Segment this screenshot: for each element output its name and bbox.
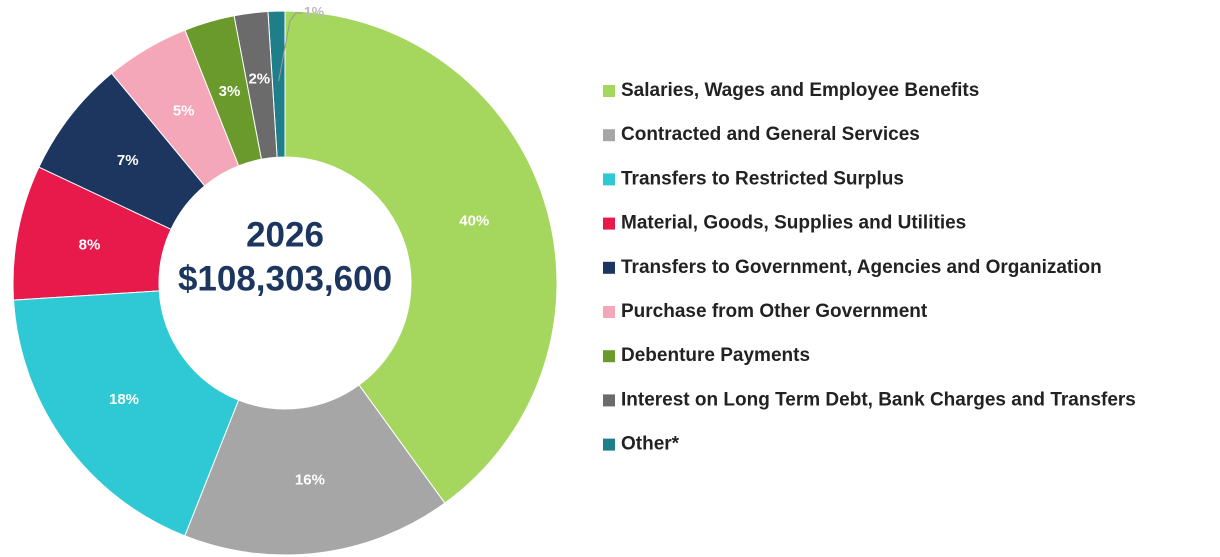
center-total: $108,303,600 (178, 259, 392, 298)
legend-swatch (603, 173, 615, 186)
legend-label: Debenture Payments (621, 345, 810, 366)
donut-slice (233, 11, 278, 160)
legend-label: Salaries, Wages and Employee Benefits (621, 80, 979, 101)
slice-label: 8% (79, 237, 101, 254)
legend-label: Contracted and General Services (621, 124, 920, 145)
donut-slice (38, 72, 206, 231)
slice-label: 18% (109, 391, 139, 408)
legend-swatch (603, 394, 615, 407)
slice-label: 2% (248, 71, 270, 88)
legend-swatch (603, 306, 615, 318)
center-year: 2026 (246, 215, 324, 254)
slice-label: 1% (304, 4, 325, 20)
donut-slice (184, 15, 262, 167)
legend-swatch (603, 129, 615, 142)
slice-label: 16% (295, 471, 325, 488)
slice-label: 40% (459, 212, 489, 229)
legend-swatch (603, 438, 615, 451)
donut-slice (284, 10, 558, 504)
legend-label: Transfers to Government, Agencies and Or… (621, 257, 1102, 278)
legend-swatch (603, 217, 615, 230)
leader-line (278, 12, 302, 82)
legend-label: Interest on Long Term Debt, Bank Charges… (621, 389, 1136, 410)
donut-slice (12, 166, 172, 301)
legend-swatch (603, 261, 615, 274)
slice-label: 5% (173, 103, 195, 120)
legend-label: Material, Goods, Supplies and Utilities (621, 213, 966, 234)
slice-label: 7% (117, 152, 139, 169)
donut-slice (184, 384, 446, 556)
donut-slice (110, 29, 240, 187)
legend-label: Purchase from Other Government (621, 301, 928, 322)
slice-label: 3% (219, 83, 241, 100)
legend-swatch (603, 85, 615, 97)
legend-label: Other* (621, 434, 680, 455)
donut-slice (13, 290, 240, 537)
legend-swatch (603, 350, 615, 363)
legend-label: Transfers to Restricted Surplus (621, 168, 904, 189)
